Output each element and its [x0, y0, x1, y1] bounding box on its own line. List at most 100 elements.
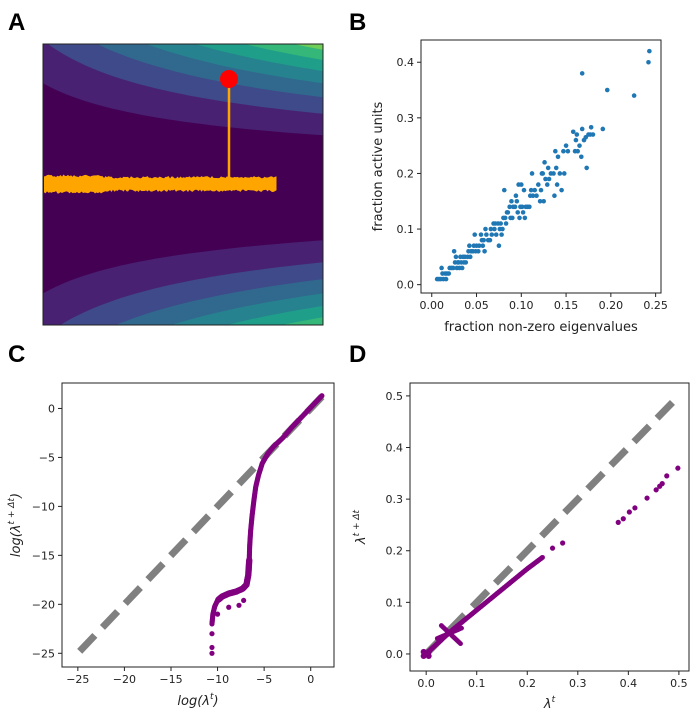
data-point — [584, 165, 589, 171]
axes-frame — [420, 39, 662, 294]
data-point — [439, 265, 444, 271]
data-point — [600, 126, 606, 132]
x-tick-label: 0.00 — [419, 299, 444, 312]
data-point — [573, 137, 579, 143]
data-point — [450, 265, 456, 271]
panel-letter-d: D — [349, 341, 366, 368]
data-point — [241, 597, 247, 604]
label-close: ) — [213, 694, 219, 709]
data-point — [520, 210, 526, 215]
data-point — [492, 226, 497, 232]
data-point — [496, 243, 502, 249]
data-point — [554, 182, 560, 187]
data-point — [480, 243, 486, 249]
data-point — [565, 148, 571, 154]
data-point — [552, 193, 557, 198]
data-point — [443, 276, 449, 282]
x-tick-label: 0 — [307, 673, 314, 686]
data-point — [514, 198, 520, 204]
data-point — [579, 126, 585, 132]
data-point — [501, 187, 507, 193]
data-point — [631, 93, 637, 98]
data-point — [209, 621, 215, 627]
data-point — [487, 237, 493, 243]
data-point — [512, 204, 518, 210]
data-point — [521, 187, 527, 193]
data-point — [476, 248, 481, 254]
y-tick-label: −5 — [39, 451, 55, 464]
data-point — [563, 143, 569, 148]
data-point — [604, 87, 610, 93]
panel-letter-a: A — [8, 9, 25, 36]
data-point — [515, 210, 521, 215]
label-superscript: t + Δt — [352, 509, 362, 536]
y-tick-label: 0.0 — [397, 279, 415, 292]
data-point — [209, 631, 215, 637]
data-point — [659, 481, 665, 487]
label-superscript: t + Δt — [7, 498, 17, 525]
data-point — [214, 611, 221, 617]
x-tick-label: 0.20 — [599, 299, 624, 312]
data-point — [423, 650, 430, 657]
data-point — [482, 248, 487, 254]
data-point — [560, 540, 566, 546]
y-tick-label: 0.1 — [397, 223, 415, 236]
data-point — [500, 226, 505, 232]
y-axis-label: λt + Δt — [352, 509, 369, 545]
data-point — [517, 215, 522, 221]
x-tick-label: −15 — [159, 673, 182, 686]
data-point — [532, 187, 538, 193]
y-tick-label: 0.2 — [397, 167, 415, 180]
label-close: ) — [9, 493, 24, 499]
label-superscript: t — [552, 695, 556, 705]
x-axis-label: log(λt) — [177, 692, 218, 709]
data-point — [575, 148, 581, 154]
data-point — [530, 193, 536, 198]
data-point — [459, 265, 465, 271]
panel-a-landscape — [42, 43, 324, 326]
y-tick-label: 0.3 — [386, 493, 404, 506]
data-point — [489, 232, 495, 237]
data-point — [539, 554, 545, 560]
panel-b-scatter: 0.00 0.05 0.10 0.15 0.20 0.25 0.0 0.1 0.2 0.3 0.4 f… — [371, 39, 668, 335]
y-tick-label: 0.5 — [386, 390, 404, 403]
data-point — [209, 650, 215, 656]
data-point — [538, 187, 544, 193]
y-tick-label: 0.4 — [397, 56, 415, 69]
data-point — [529, 171, 535, 176]
data-point — [549, 545, 556, 551]
y-tick-label: 0.1 — [386, 596, 404, 609]
data-point — [546, 176, 552, 182]
data-point — [484, 232, 489, 237]
x-tick-label: 0.05 — [464, 299, 489, 312]
data-point — [555, 154, 561, 160]
data-point — [510, 215, 515, 221]
x-tick-label: 0.5 — [670, 677, 688, 690]
y-tick-label: 0.0 — [386, 648, 404, 661]
data-point — [478, 232, 484, 237]
data-point — [483, 226, 488, 232]
data-point — [578, 154, 584, 160]
y-tick-label: −10 — [32, 500, 55, 513]
data-point — [536, 182, 541, 187]
data-point — [620, 516, 626, 522]
data-point — [476, 243, 482, 249]
x-tick-label: 0.15 — [554, 299, 579, 312]
data-point — [544, 182, 550, 187]
y-tick-label: 0 — [48, 402, 55, 415]
data-point — [209, 644, 215, 651]
y-tick-label: −25 — [32, 647, 55, 660]
data-point — [519, 204, 525, 210]
data-point — [459, 625, 464, 631]
data-point — [545, 165, 551, 171]
y-tick-label: −20 — [32, 598, 55, 611]
data-point — [615, 519, 621, 525]
data-point — [513, 193, 519, 198]
label-superscript: t — [210, 692, 214, 702]
data-point — [499, 232, 504, 237]
data-point — [505, 210, 511, 215]
data-point — [557, 171, 563, 176]
x-tick-label: −20 — [113, 673, 136, 686]
x-tick-label: 0.3 — [569, 677, 587, 690]
